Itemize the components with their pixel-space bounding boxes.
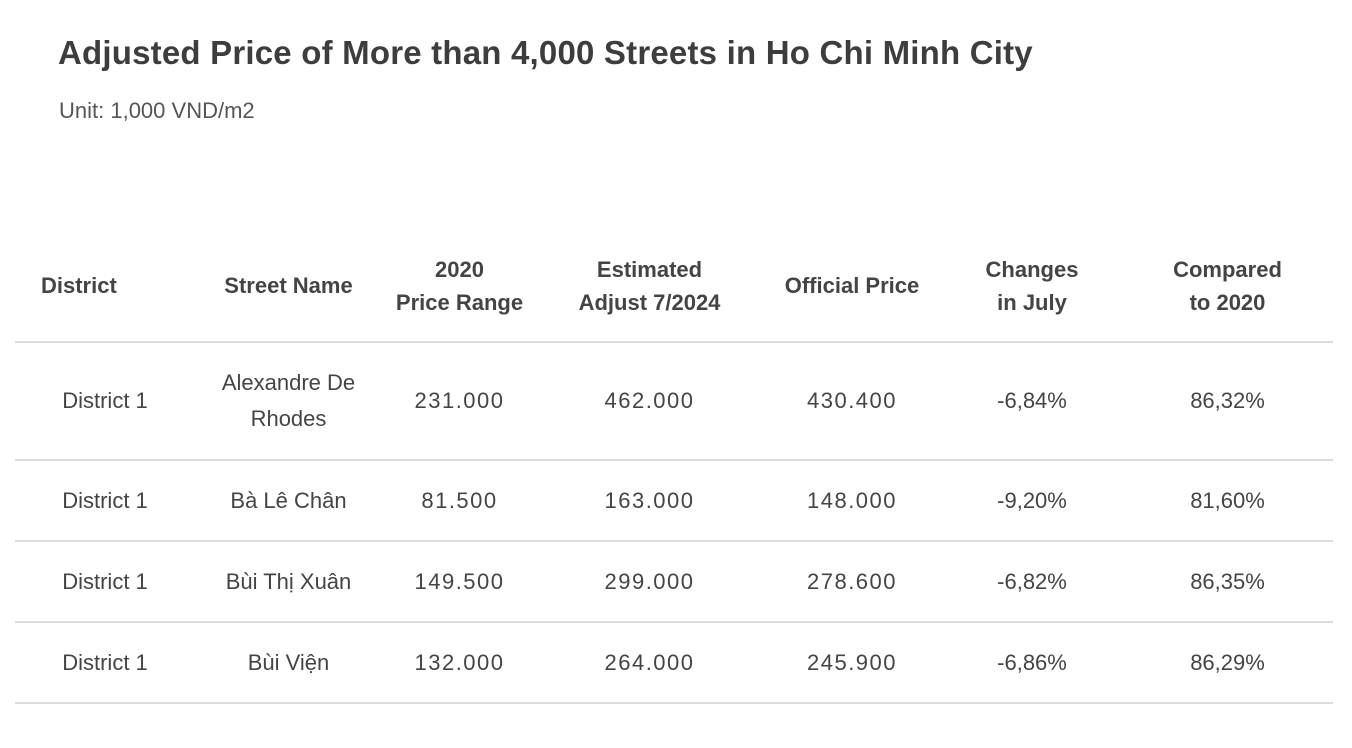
header-street-name: Street Name — [195, 230, 382, 343]
header-compared-2020: Compared to 2020 — [1122, 230, 1333, 343]
header-estimated-adjust: Estimated Adjust 7/2024 — [537, 230, 762, 343]
cell-price-2020: 231.000 — [382, 342, 537, 461]
cell-vs-2020: 81,60% — [1122, 460, 1333, 542]
cell-official: 245.900 — [762, 622, 942, 704]
cell-change-july: -6,84% — [942, 342, 1122, 461]
cell-vs-2020: 86,29% — [1122, 622, 1333, 704]
cell-street: Bùi Thị Xuân — [195, 541, 382, 623]
cell-change-july: -6,86% — [942, 622, 1122, 704]
cell-district: District 1 — [15, 460, 195, 542]
cell-street: Alexandre De Rhodes — [195, 342, 382, 461]
table-row: District 1 Bùi Thị Xuân 149.500 299.000 … — [15, 541, 1333, 623]
table-row: District 1 Alexandre De Rhodes 231.000 4… — [15, 342, 1333, 461]
cell-vs-2020: 86,32% — [1122, 342, 1333, 461]
cell-official: 278.600 — [762, 541, 942, 623]
cell-street: Bùi Viện — [195, 622, 382, 704]
header-official-price: Official Price — [762, 230, 942, 343]
table-row: District 1 Bà Lê Chân 81.500 163.000 148… — [15, 460, 1333, 542]
cell-estimated: 299.000 — [537, 541, 762, 623]
cell-official: 148.000 — [762, 460, 942, 542]
cell-district: District 1 — [15, 541, 195, 623]
header-row: District Street Name 2020 Price Range Est… — [15, 230, 1333, 343]
cell-vs-2020: 86,35% — [1122, 541, 1333, 623]
table-row: District 1 Bùi Viện 132.000 264.000 245.… — [15, 622, 1333, 704]
price-table: District Street Name 2020 Price Range Est… — [15, 230, 1333, 704]
cell-price-2020: 149.500 — [382, 541, 537, 623]
cell-street: Bà Lê Chân — [195, 460, 382, 542]
cell-estimated: 264.000 — [537, 622, 762, 704]
cell-price-2020: 132.000 — [382, 622, 537, 704]
cell-official: 430.400 — [762, 342, 942, 461]
cell-change-july: -6,82% — [942, 541, 1122, 623]
header-price-2020: 2020 Price Range — [382, 230, 537, 343]
cell-district: District 1 — [15, 622, 195, 704]
header-district: District — [15, 230, 195, 343]
unit-subtitle: Unit: 1,000 VND/m2 — [59, 98, 255, 123]
page-title: Adjusted Price of More than 4,000 Street… — [58, 34, 1033, 71]
header-changes-july: Changes in July — [942, 230, 1122, 343]
cell-price-2020: 81.500 — [382, 460, 537, 542]
cell-district: District 1 — [15, 342, 195, 461]
cell-estimated: 462.000 — [537, 342, 762, 461]
cell-estimated: 163.000 — [537, 460, 762, 542]
cell-change-july: -9,20% — [942, 460, 1122, 542]
